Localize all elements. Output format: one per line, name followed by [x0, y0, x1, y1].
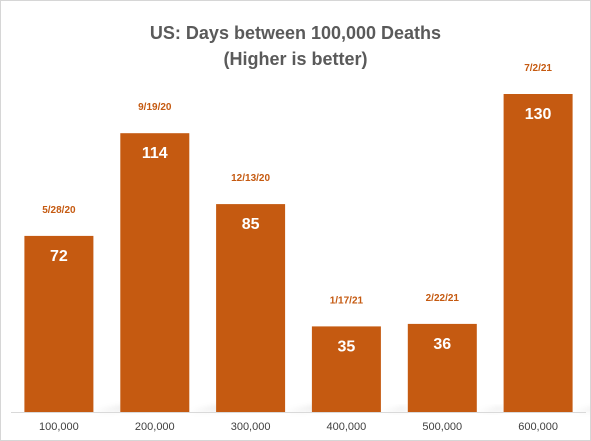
- x-tick-label: 100,000: [39, 421, 79, 433]
- bar-shadow: [380, 406, 409, 412]
- x-tick-label: 400,000: [327, 421, 367, 433]
- bar: [503, 94, 573, 412]
- value-label: 35: [338, 338, 356, 355]
- x-tick-label: 300,000: [231, 421, 271, 433]
- date-annotation: 5/28/20: [42, 205, 76, 216]
- value-label: 72: [50, 248, 68, 265]
- date-annotation: 7/2/21: [524, 63, 552, 74]
- date-annotation: 2/22/21: [426, 293, 460, 304]
- bar: [216, 204, 286, 412]
- date-annotation: 12/13/20: [231, 173, 270, 184]
- value-label: 130: [525, 106, 552, 123]
- x-tick-label: 600,000: [518, 421, 558, 433]
- x-tick-label: 200,000: [135, 421, 175, 433]
- value-label: 114: [142, 145, 168, 162]
- value-label: 36: [433, 336, 451, 353]
- x-tick-label: 500,000: [422, 421, 462, 433]
- bar: [120, 133, 190, 412]
- date-annotation: 9/19/20: [138, 102, 172, 113]
- date-annotation: 1/17/21: [330, 295, 364, 306]
- bar-shadow: [572, 408, 590, 412]
- bar-shadow: [476, 406, 505, 412]
- chart-title: US: Days between 100,000 Deaths: [149, 23, 442, 43]
- bar: [311, 326, 381, 412]
- bar: [407, 323, 477, 412]
- chart-subtitle: (Higher is better): [223, 49, 368, 69]
- bar: [24, 235, 94, 412]
- value-label: 85: [242, 216, 260, 233]
